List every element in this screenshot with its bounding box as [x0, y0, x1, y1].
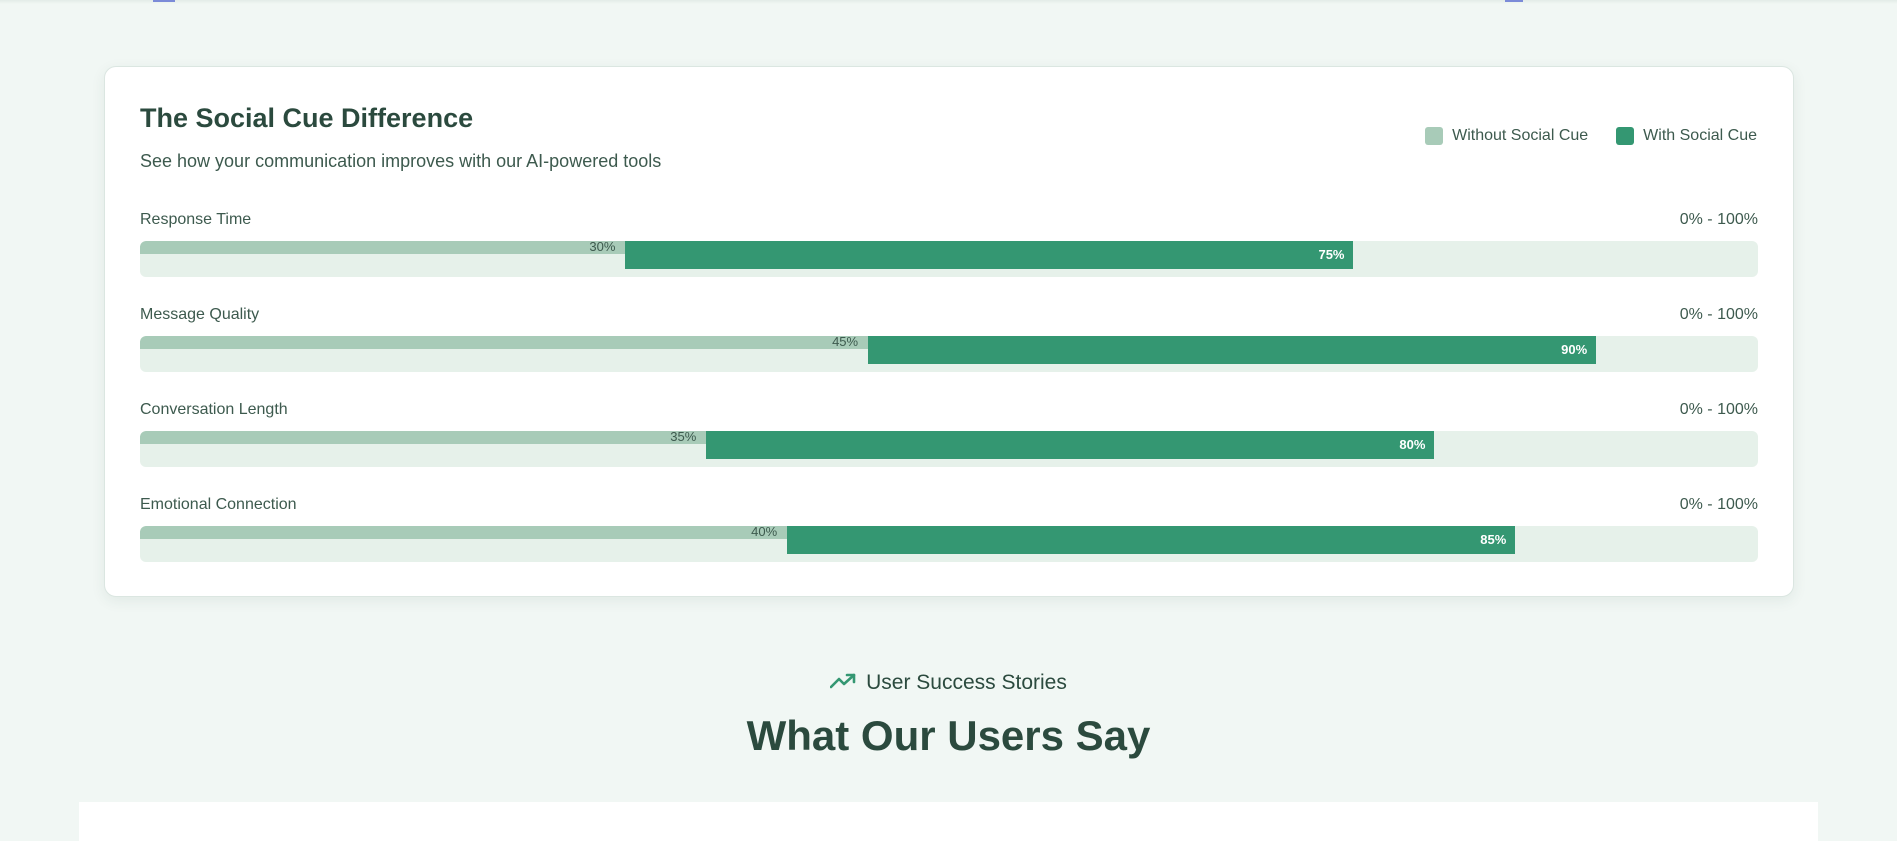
legend-label-without: Without Social Cue: [1452, 127, 1589, 144]
metric-label: Message Quality: [140, 306, 260, 323]
value-label-with: 80%: [1399, 437, 1426, 452]
metric-row: Message Quality 0% - 100% 45% 90%: [140, 306, 1758, 401]
bar-without-social-cue: [140, 526, 788, 539]
legend-label-with: With Social Cue: [1643, 127, 1757, 144]
metric-row: Emotional Connection 0% - 100% 40% 85%: [140, 496, 1758, 591]
bar-with-social-cue: [625, 241, 1354, 269]
underline-mark: [1505, 0, 1523, 2]
metric-row: Response Time 0% - 100% 30% 75%: [140, 211, 1758, 306]
bar-without-social-cue: [140, 336, 869, 349]
section-title: What Our Users Say: [746, 712, 1151, 759]
testimonials-panel: [79, 802, 1818, 841]
legend-swatch-without: [1425, 127, 1444, 145]
legend-swatch-with: [1616, 127, 1635, 145]
value-label-without: 40%: [751, 526, 778, 539]
card-subtitle: See how your communication improves with…: [140, 151, 662, 171]
legend-item-without: Without Social Cue: [1425, 127, 1588, 145]
metrics-list: Response Time 0% - 100% 30% 75% Message …: [140, 211, 1758, 591]
metric-range: 0% - 100%: [1679, 306, 1758, 323]
bar-with-social-cue: [787, 526, 1516, 554]
legend-item-with: With Social Cue: [1616, 127, 1757, 145]
metric-track: 45% 90%: [140, 336, 1758, 372]
metric-track: 40% 85%: [140, 526, 1758, 562]
value-label-without: 35%: [670, 431, 697, 444]
value-label-with: 75%: [1318, 247, 1345, 262]
bar-with-social-cue: [706, 431, 1435, 459]
chart-legend: Without Social Cue With Social Cue: [1425, 127, 1757, 145]
metric-track: 35% 80%: [140, 431, 1758, 467]
trending-up-icon: [829, 671, 856, 695]
previous-section-edge: [0, 0, 1897, 4]
card-title: The Social Cue Difference: [140, 103, 474, 133]
metric-label: Response Time: [140, 211, 252, 228]
metric-label: Emotional Connection: [140, 496, 297, 513]
metric-track: 30% 75%: [140, 241, 1758, 277]
metric-range: 0% - 100%: [1679, 496, 1758, 513]
value-label-without: 30%: [589, 241, 616, 254]
section-kicker: User Success Stories: [0, 671, 1897, 695]
value-label-with: 85%: [1480, 532, 1507, 547]
bar-with-social-cue: [868, 336, 1597, 364]
value-label-with: 90%: [1561, 342, 1588, 357]
value-label-without: 45%: [832, 336, 859, 349]
metric-row: Conversation Length 0% - 100% 35% 80%: [140, 401, 1758, 496]
metric-range: 0% - 100%: [1679, 211, 1758, 228]
comparison-card: The Social Cue Difference See how your c…: [104, 66, 1794, 597]
bar-without-social-cue: [140, 431, 707, 444]
metric-range: 0% - 100%: [1679, 401, 1758, 418]
metric-label: Conversation Length: [140, 401, 288, 418]
bar-without-social-cue: [140, 241, 626, 254]
section-kicker-label: User Success Stories: [866, 671, 1067, 694]
underline-mark: [153, 0, 175, 2]
